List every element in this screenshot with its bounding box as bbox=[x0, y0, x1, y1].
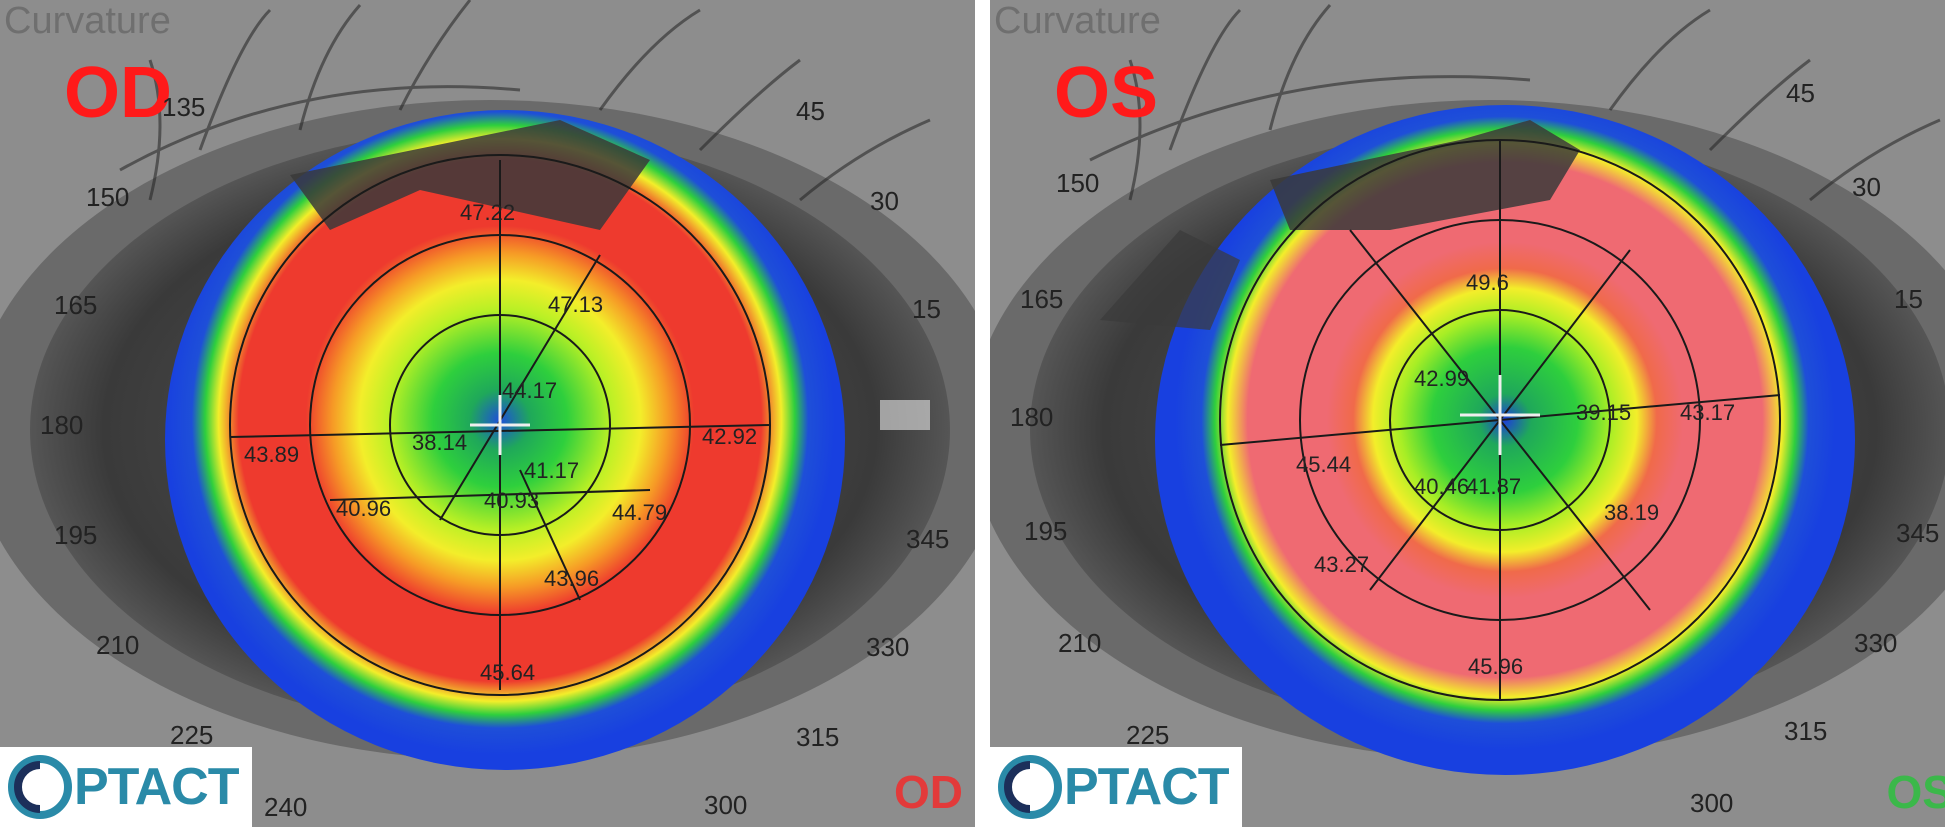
od-angle-180: 180 bbox=[40, 410, 84, 440]
od-reading: 40.93 bbox=[484, 488, 540, 513]
os-reading: 49.6 bbox=[1466, 270, 1509, 295]
od-angle-300: 300 bbox=[704, 790, 748, 820]
optact-logo-icon bbox=[8, 755, 72, 819]
optact-logo-icon bbox=[998, 755, 1062, 819]
od-eye-label: OD bbox=[64, 53, 172, 133]
od-angle-195: 195 bbox=[54, 520, 98, 550]
od-angle-315: 315 bbox=[796, 722, 840, 752]
os-reading: 42.99 bbox=[1414, 366, 1470, 391]
os-angle-345: 345 bbox=[1896, 518, 1940, 548]
optact-logo: PTACT bbox=[0, 747, 252, 827]
os-angle-180: 180 bbox=[1010, 402, 1054, 432]
curvature-header: Curvature bbox=[4, 0, 171, 42]
os-angle-45: 45 bbox=[1786, 78, 1815, 108]
od-reading: 41.17 bbox=[524, 458, 580, 483]
os-reading: 43.27 bbox=[1314, 552, 1370, 577]
os-angle-30: 30 bbox=[1852, 172, 1881, 202]
os-angle-150: 150 bbox=[1056, 168, 1100, 198]
od-corner-label: OD bbox=[894, 766, 963, 818]
od-topography-panel: Curvature OD 135 150 165 180 195 210 225… bbox=[0, 0, 975, 827]
os-eye-photo bbox=[990, 0, 1945, 827]
od-reading: 45.64 bbox=[480, 660, 536, 685]
optact-logo: PTACT bbox=[990, 747, 1242, 827]
od-reading: 42.92 bbox=[702, 424, 758, 449]
os-angle-315: 315 bbox=[1784, 716, 1828, 746]
od-angle-330: 330 bbox=[866, 632, 910, 662]
od-reading: 44.17 bbox=[502, 378, 558, 403]
od-reading: 43.96 bbox=[544, 566, 600, 591]
os-angle-225: 225 bbox=[1126, 720, 1170, 750]
os-reading: 45.96 bbox=[1468, 654, 1524, 679]
od-angle-210: 210 bbox=[96, 630, 140, 660]
od-angle-165: 165 bbox=[54, 290, 98, 320]
os-angle-195: 195 bbox=[1024, 516, 1068, 546]
os-angle-15: 15 bbox=[1894, 284, 1923, 314]
curvature-header: Curvature bbox=[994, 0, 1161, 42]
os-reading: 43.17 bbox=[1680, 400, 1736, 425]
od-reading: 43.89 bbox=[244, 442, 300, 467]
od-eye-photo bbox=[0, 0, 975, 827]
os-reading: 39.15 bbox=[1576, 400, 1632, 425]
os-angle-300: 300 bbox=[1690, 788, 1734, 818]
os-angle-165: 165 bbox=[1020, 284, 1064, 314]
os-corner-label: OS bbox=[1886, 766, 1945, 818]
od-angle-45: 45 bbox=[796, 96, 825, 126]
os-eye-label: OS bbox=[1054, 53, 1159, 133]
os-reading: 38.19 bbox=[1604, 500, 1660, 525]
od-reading: 44.79 bbox=[612, 500, 668, 525]
optact-logo-text: PTACT bbox=[1064, 758, 1229, 816]
os-topography-panel: Curvature OS 150 165 180 195 210 225 45 … bbox=[990, 0, 1945, 827]
optact-logo-text: PTACT bbox=[74, 758, 239, 816]
os-reading: 40.46 bbox=[1414, 474, 1470, 499]
od-angle-15: 15 bbox=[912, 294, 941, 324]
od-angle-135: 135 bbox=[162, 92, 206, 122]
od-angle-240: 240 bbox=[264, 792, 308, 822]
od-reading: 47.13 bbox=[548, 292, 604, 317]
od-angle-30: 30 bbox=[870, 186, 899, 216]
od-reading: 40.96 bbox=[336, 496, 392, 521]
os-reading: 41.87 bbox=[1466, 474, 1522, 499]
od-angle-150: 150 bbox=[86, 182, 130, 212]
os-angle-210: 210 bbox=[1058, 628, 1102, 658]
od-angle-345: 345 bbox=[906, 524, 950, 554]
os-reading: 45.44 bbox=[1296, 452, 1352, 477]
os-angle-330: 330 bbox=[1854, 628, 1898, 658]
od-reading: 38.14 bbox=[412, 430, 468, 455]
od-angle-225: 225 bbox=[170, 720, 214, 750]
od-reading: 47.22 bbox=[460, 200, 516, 225]
